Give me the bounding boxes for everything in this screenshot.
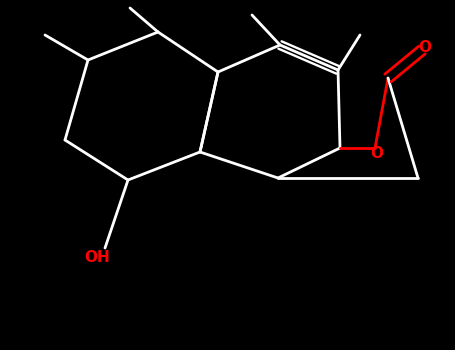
Text: O: O — [370, 146, 384, 161]
Text: OH: OH — [84, 251, 110, 266]
Text: O: O — [419, 41, 431, 56]
